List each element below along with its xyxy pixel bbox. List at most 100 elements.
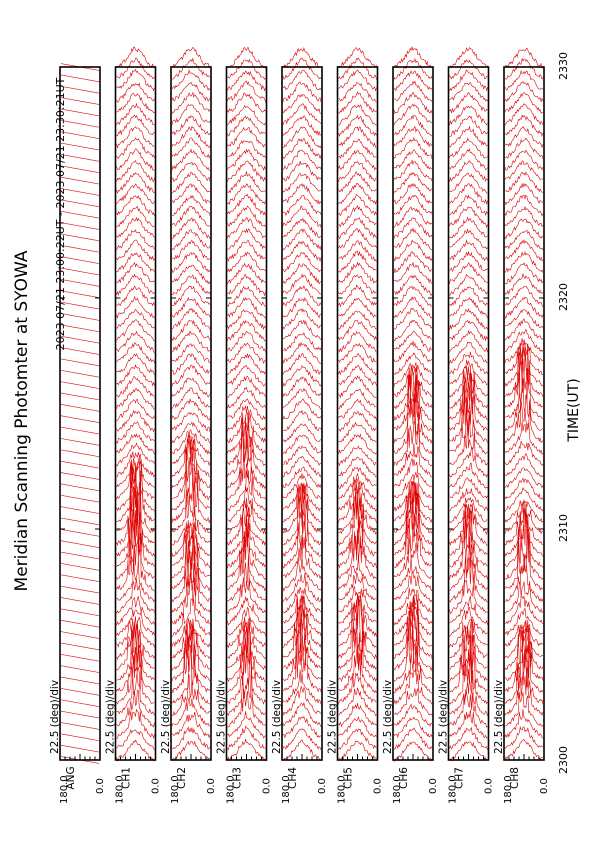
trace-line <box>338 478 377 523</box>
trace-line <box>171 421 211 444</box>
trace-line <box>393 374 433 421</box>
trace-line <box>60 245 100 253</box>
trace-line <box>393 741 433 762</box>
trace-line <box>393 352 433 375</box>
trace-line <box>338 411 377 433</box>
trace-line <box>338 138 377 159</box>
trace-line <box>171 364 211 387</box>
trace-line <box>60 722 100 730</box>
trace-line <box>504 92 544 114</box>
y-tick-label: 0.0 <box>206 778 217 794</box>
y-tick-label: 0.0 <box>262 778 273 794</box>
trace-line <box>60 154 100 162</box>
trace-line <box>504 126 544 149</box>
trace-line <box>504 205 544 227</box>
trace-line <box>116 728 155 751</box>
trace-line <box>338 492 377 557</box>
trace-line <box>171 377 211 398</box>
trace-line <box>60 233 100 242</box>
trace-line <box>338 91 377 114</box>
trace-line <box>393 103 433 126</box>
trace-line <box>171 711 211 739</box>
trace-line <box>449 709 488 739</box>
trace-line <box>449 447 488 478</box>
trace-line <box>449 359 488 386</box>
trace-line <box>171 523 211 569</box>
scale-label: 22.5 (deg)/div <box>105 680 117 754</box>
trace-line <box>393 371 433 432</box>
trace-line <box>449 726 488 750</box>
trace-line <box>60 392 100 401</box>
trace-line <box>171 264 211 285</box>
trace-line <box>60 108 100 117</box>
trace-line <box>504 452 544 478</box>
trace-line <box>338 445 377 467</box>
trace-line <box>60 426 100 435</box>
trace-line <box>282 332 322 352</box>
trace-line <box>227 240 266 263</box>
trace-line <box>338 482 377 512</box>
trace-line <box>338 596 377 637</box>
trace-line <box>449 579 488 614</box>
trace-line <box>393 91 433 115</box>
trace-line <box>227 58 266 81</box>
trace-line <box>227 485 266 523</box>
trace-line <box>60 222 100 230</box>
channel-label: CH6 <box>398 767 410 789</box>
x-tick-label: 2300 <box>557 746 570 774</box>
trace-line <box>282 423 322 443</box>
trace-line <box>171 353 211 376</box>
trace-line <box>449 382 488 443</box>
trace-line <box>227 606 266 636</box>
trace-line <box>116 342 155 364</box>
trace-line <box>227 171 266 194</box>
trace-line <box>227 139 266 158</box>
scale-label: 22.5 (deg)/div <box>327 680 339 754</box>
trace-line <box>227 47 266 69</box>
trace-line <box>227 448 266 501</box>
trace-line <box>60 256 100 264</box>
trace-line <box>171 429 211 455</box>
trace-line <box>60 620 100 628</box>
trace-line <box>171 674 211 717</box>
trace-line <box>338 330 377 353</box>
trace-line <box>338 594 377 624</box>
trace-line <box>282 573 322 602</box>
trace-line <box>449 159 488 183</box>
trace-line <box>393 239 433 262</box>
trace-line <box>393 557 433 592</box>
trace-line <box>116 229 155 251</box>
trace-line <box>116 623 155 660</box>
trace-line <box>449 137 488 159</box>
trace-line <box>393 171 433 194</box>
trace-line <box>449 595 488 625</box>
trace-line <box>282 643 322 693</box>
trace-line <box>394 274 433 297</box>
trace-line <box>504 296 544 319</box>
trace-line <box>60 347 100 355</box>
trace-line <box>116 647 155 705</box>
trace-line <box>171 467 211 524</box>
trace-line <box>60 608 100 616</box>
trace-line <box>504 501 544 535</box>
trace-line <box>282 285 322 307</box>
trace-line <box>60 460 100 469</box>
trace-line <box>393 513 433 569</box>
trace-line <box>282 103 322 126</box>
trace-line <box>504 607 544 637</box>
trace-line <box>449 476 488 499</box>
trace-line <box>60 415 100 423</box>
trace-line <box>338 595 377 660</box>
trace-line <box>504 160 544 180</box>
trace-line <box>116 739 155 762</box>
trace-line <box>338 114 377 138</box>
trace-line <box>504 114 544 137</box>
trace-line <box>171 330 211 353</box>
trace-line <box>282 115 322 137</box>
trace-line <box>393 703 433 727</box>
trace-line <box>393 114 433 137</box>
trace-line <box>282 509 322 569</box>
trace-line <box>449 46 488 69</box>
trace-line <box>60 710 100 719</box>
